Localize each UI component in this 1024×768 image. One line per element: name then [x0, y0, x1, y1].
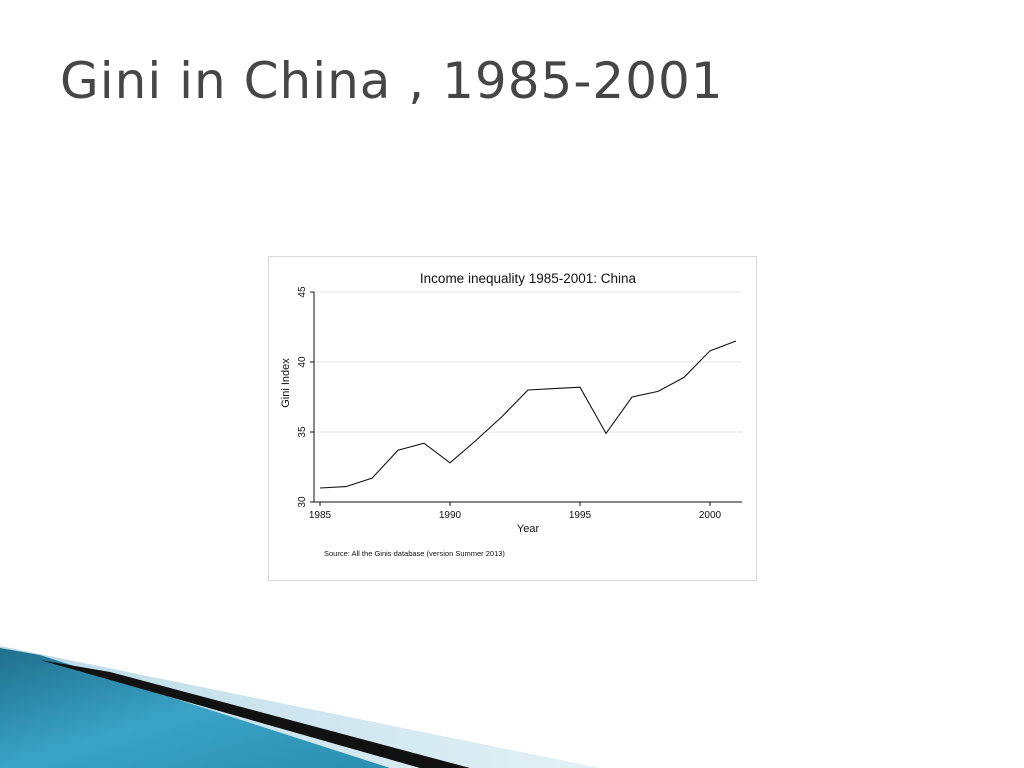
tick-labels: 30 35 40 45 1985 1990 1995 2000: [297, 286, 722, 521]
x-tick-label-1995: 1995: [569, 510, 592, 521]
decor-dark-stripe: [40, 660, 470, 768]
y-tick-label-45: 45: [297, 286, 308, 298]
source-note: Source: All the Ginis database (version …: [324, 549, 505, 558]
slide-title: Gini in China , 1985-2001: [60, 52, 724, 110]
x-tick-label-2000: 2000: [699, 510, 722, 521]
y-axis-label: Gini Index: [280, 358, 292, 408]
y-tick-label-35: 35: [297, 426, 308, 438]
decor-teal-wedge: [0, 648, 390, 768]
gini-line-chart: Income inequality 1985-2001: China 30 35 4…: [280, 271, 742, 558]
x-tick-label-1985: 1985: [309, 510, 332, 521]
chart-panel: Income inequality 1985-2001: China 30 35 4…: [268, 256, 757, 581]
x-tick-label-1990: 1990: [439, 510, 462, 521]
series-line-gini: [319, 340, 737, 489]
y-tick-label-40: 40: [297, 356, 308, 368]
grid-lines: [314, 291, 742, 433]
x-axis-label: Year: [517, 523, 540, 535]
axes: [310, 291, 742, 506]
chart-title: Income inequality 1985-2001: China: [420, 271, 637, 286]
y-tick-label-30: 30: [297, 496, 308, 508]
